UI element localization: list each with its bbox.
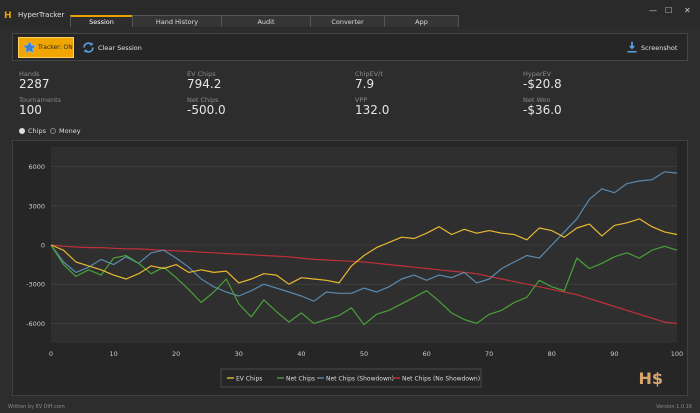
tab-session[interactable]: Session	[70, 15, 133, 27]
chart-panel: 6000 3000 0 -3000 -6000 0 10 20 30 40 50 60 70 80 90 1…	[12, 140, 688, 396]
stat-hyper-ev-value: -$20.8	[523, 77, 562, 91]
chips-radio-label: Chips	[28, 127, 46, 135]
y-tick-label: 6000	[28, 163, 45, 171]
y-tick-label: -3000	[26, 281, 45, 289]
stat-vpp-label: VPP	[355, 96, 368, 104]
money-radio-label: Money	[59, 127, 81, 135]
x-tick-label: 50	[360, 350, 368, 358]
money-radio-dot	[50, 128, 56, 134]
tab-app[interactable]: App	[384, 15, 459, 27]
tab-hand-history[interactable]: Hand History	[132, 15, 222, 27]
x-tick-label: 100	[671, 350, 683, 358]
stat-hyper-ev: HyperEV -$20.8	[523, 70, 562, 91]
footer-version: Version 1.0.16	[656, 404, 692, 410]
x-tick-label: 70	[485, 350, 493, 358]
app-logo-icon: H	[4, 10, 12, 20]
toolbar: Tracker: ON Clear Session Screenshot	[12, 33, 688, 61]
stat-ev-chips-value: 794.2	[187, 77, 222, 91]
series-line-net-chips-showdown	[50, 171, 678, 302]
tab-bar: Session Hand History Audit Converter App	[70, 15, 459, 28]
x-tick-label: 90	[610, 350, 618, 358]
tracker-toggle-button[interactable]: Tracker: ON	[18, 37, 74, 58]
stat-vpp: VPP 132.0	[355, 96, 389, 117]
stat-tournaments: Tournaments 100	[19, 96, 61, 117]
stat-hands-value: 2287	[19, 77, 50, 91]
legend-label: Net Chips (No Showdown)	[402, 376, 480, 383]
title-bar: H HyperTracker Session Hand History Audi…	[0, 0, 700, 28]
maximize-button[interactable]: ☐	[665, 6, 673, 15]
stat-ev-chips-label: EV Chips	[187, 70, 216, 78]
stat-ev-chips: EV Chips 794.2	[187, 70, 221, 91]
clear-session-label: Clear Session	[98, 44, 142, 52]
series-line-net-chips-no-showdown	[50, 244, 678, 324]
app-title: HyperTracker	[18, 11, 65, 19]
x-tick-label: 60	[422, 350, 430, 358]
footer-credit: Written by EV Diff.com	[8, 404, 65, 410]
svg-text:H: H	[4, 10, 12, 20]
chips-radio-dot	[19, 128, 25, 134]
legend-label: Net Chips	[286, 376, 315, 383]
stat-net-won-label: Net Won	[523, 96, 551, 104]
stat-net-chips: Net Chips -500.0	[187, 96, 226, 117]
refresh-icon	[83, 42, 94, 53]
tab-converter[interactable]: Converter	[310, 15, 385, 27]
stat-net-won-value: -$36.0	[523, 103, 562, 117]
stat-chip-ev-t-value: 7.9	[355, 77, 375, 91]
stat-chip-ev-t-label: ChipEV/t	[355, 70, 383, 78]
x-tick-label: 30	[235, 350, 243, 358]
stat-tournaments-label: Tournaments	[19, 96, 62, 104]
stat-hands-label: Hands	[19, 70, 40, 78]
stat-vpp-value: 132.0	[355, 103, 390, 117]
stat-chip-ev-t: ChipEV/t 7.9	[355, 70, 383, 91]
download-icon	[627, 41, 637, 53]
legend-label: EV Chips	[236, 376, 262, 383]
y-tick-label: -6000	[26, 320, 45, 328]
tracker-label: Tracker: ON	[38, 44, 73, 51]
x-tick-label: 10	[109, 350, 117, 358]
chart-legend	[220, 368, 482, 388]
x-tick-label: 0	[49, 350, 53, 358]
x-tick-label: 20	[172, 350, 180, 358]
y-tick-label: 3000	[28, 202, 45, 210]
series-line-ev-chips	[50, 218, 678, 285]
stat-net-chips-value: -500.0	[187, 103, 226, 117]
series-line-net-chips	[50, 244, 678, 326]
stat-tournaments-value: 100	[19, 103, 42, 117]
legend-label: Net Chips (Showdown)	[326, 376, 394, 383]
close-button[interactable]: ✕	[684, 6, 691, 15]
watermark-logo: H$	[638, 369, 663, 388]
line-chart: 6000 3000 0 -3000 -6000 0 10 20 30 40 50 60 70 80 90 1…	[26, 147, 683, 388]
minimize-button[interactable]: —	[649, 6, 657, 15]
stat-net-chips-label: Net Chips	[187, 96, 219, 104]
star-icon	[22, 40, 37, 54]
clear-session-button[interactable]: Clear Session	[81, 39, 151, 57]
screenshot-button[interactable]: Screenshot	[625, 39, 689, 57]
stat-hyper-ev-label: HyperEV	[523, 70, 552, 78]
stat-hands: Hands 2287	[19, 70, 50, 91]
y-tick-label: 0	[41, 242, 45, 250]
screenshot-label: Screenshot	[641, 44, 678, 52]
tab-audit[interactable]: Audit	[221, 15, 311, 27]
x-tick-label: 80	[548, 350, 556, 358]
x-tick-label: 40	[297, 350, 305, 358]
stat-net-won: Net Won -$36.0	[523, 96, 562, 117]
